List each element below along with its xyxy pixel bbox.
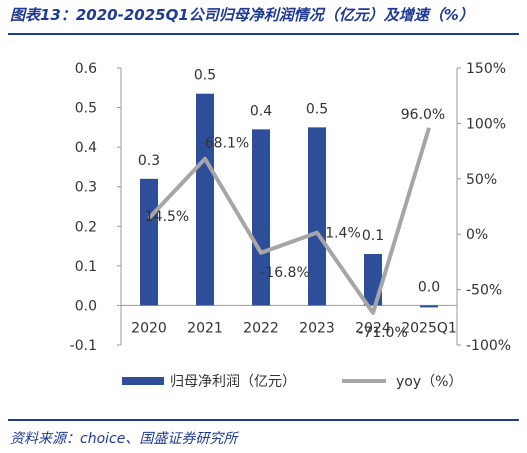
bar bbox=[308, 127, 326, 306]
left-tick-label: 0.0 bbox=[75, 298, 97, 314]
legend-bar-swatch bbox=[122, 377, 164, 385]
yoy-data-label: 96.0% bbox=[401, 107, 445, 123]
x-tick-label: 2022 bbox=[243, 320, 279, 336]
x-tick-label: 2024 bbox=[355, 320, 391, 336]
left-tick-label: 0.2 bbox=[75, 219, 97, 235]
bar bbox=[140, 178, 158, 306]
right-tick-label: -50% bbox=[466, 283, 502, 299]
bar-data-label: 0.1 bbox=[362, 228, 384, 244]
x-tick-label: 2020 bbox=[131, 320, 167, 336]
right-tick-label: -100% bbox=[466, 338, 511, 354]
legend-line-label: yoy（%） bbox=[396, 374, 462, 390]
bar bbox=[252, 129, 270, 306]
yoy-data-label: -71.0% bbox=[358, 325, 408, 341]
title-divider bbox=[8, 33, 519, 35]
left-tick-label: 0.3 bbox=[75, 180, 97, 196]
bar-data-label: 0.5 bbox=[306, 101, 328, 117]
x-tick-label: 2025Q1 bbox=[401, 320, 457, 336]
source-note: 资料来源：choice、国盛证券研究所 bbox=[10, 431, 238, 447]
right-tick-label: 100% bbox=[466, 116, 506, 132]
right-tick-label: 0% bbox=[466, 227, 488, 243]
bar-data-label: 0.5 bbox=[194, 68, 216, 84]
left-tick-label: 0.5 bbox=[75, 101, 97, 117]
left-tick-label: -0.1 bbox=[70, 338, 97, 354]
yoy-line bbox=[147, 127, 431, 315]
yoy-data-label: 68.1% bbox=[205, 136, 249, 152]
x-tick-label: 2021 bbox=[187, 320, 223, 336]
right-tick-label: 150% bbox=[466, 61, 506, 77]
yoy-data-label: 1.4% bbox=[325, 226, 361, 242]
bar-data-label: 0.3 bbox=[138, 153, 160, 169]
right-tick-label: 50% bbox=[466, 172, 497, 188]
left-tick-label: 0.4 bbox=[75, 140, 97, 156]
source-divider bbox=[8, 419, 519, 421]
yoy-data-label: -16.8% bbox=[260, 265, 310, 281]
bar bbox=[196, 93, 214, 306]
left-tick-label: 0.1 bbox=[75, 259, 97, 275]
legend-bar-label: 归母净利润（亿元） bbox=[170, 373, 296, 390]
bar bbox=[420, 305, 438, 308]
yoy-data-label: 14.5% bbox=[145, 209, 189, 225]
bar-data-label: 0.4 bbox=[250, 103, 272, 119]
left-tick-label: 0.6 bbox=[75, 61, 97, 77]
x-tick-label: 2023 bbox=[299, 320, 335, 336]
chart-title: 图表13：2020-2025Q1公司归母净利润情况（亿元）及增速（%） bbox=[10, 6, 474, 24]
bar-data-label: 0.0 bbox=[418, 279, 440, 295]
